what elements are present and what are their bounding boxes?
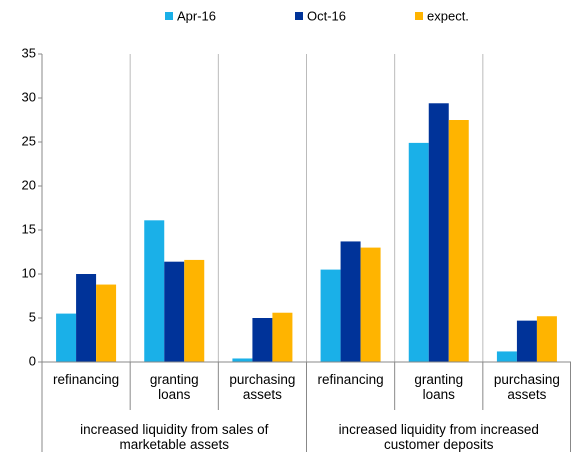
x-tick-label: purchasing assets [229,372,296,402]
bar [252,318,273,362]
bar [448,120,469,362]
y-tick-label: 30 [22,89,36,104]
legend-swatch [415,12,423,20]
bar [144,220,165,362]
bar [536,316,557,362]
bar [516,320,537,362]
y-tick-label: 5 [29,309,36,324]
y-tick-label: 35 [22,45,36,60]
x-tick-label: granting loans [414,372,464,402]
y-tick-label: 15 [22,221,36,236]
legend-label: Oct-16 [307,8,346,23]
y-tick-label: 10 [22,265,36,280]
bar [56,313,77,362]
bar [428,103,449,362]
bar [76,274,97,362]
bar [360,247,381,362]
group-label: increased liquidity from increased custo… [338,422,539,452]
x-tick-label: purchasing assets [493,372,560,402]
bar [496,351,517,362]
x-tick-label: refinancing [53,372,120,387]
legend-swatch [165,12,173,20]
x-tick-label: granting loans [149,372,199,402]
legend-label: expect. [427,8,469,23]
y-tick-label: 0 [29,353,36,368]
bar [96,284,117,362]
bar [408,142,429,362]
bar [320,269,341,362]
y-tick-label: 20 [22,177,36,192]
bar [272,312,293,362]
group-label: increased liquidity from sales of market… [80,422,269,452]
legend-label: Apr-16 [177,8,216,23]
bar [164,261,185,362]
bar [232,358,253,362]
bar [340,241,361,362]
x-tick-label: refinancing [317,372,384,387]
bar [184,259,205,362]
legend-swatch [295,12,303,20]
y-tick-label: 25 [22,133,36,148]
